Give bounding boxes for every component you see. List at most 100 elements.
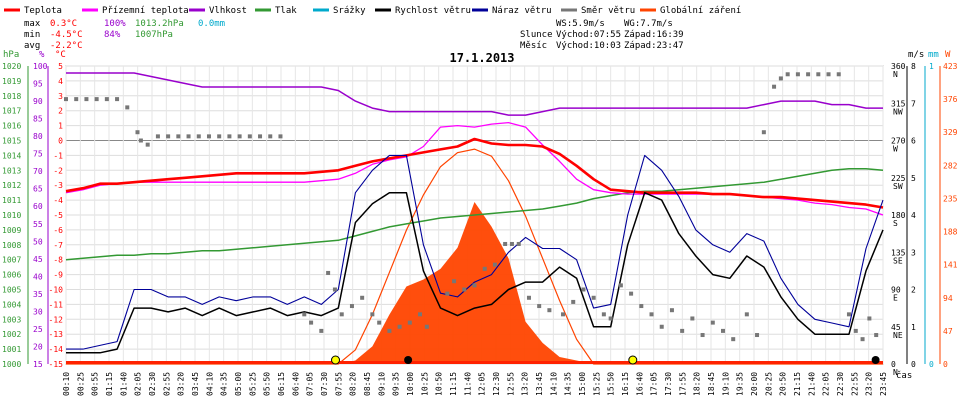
svg-text:Teplota: Teplota — [24, 6, 62, 16]
x-tick: 18:45 — [707, 372, 716, 396]
left-axes: 1020101910181017101610151014101310121011… — [2, 62, 63, 369]
hum-tick: 20 — [33, 342, 43, 351]
wind-dir-point — [452, 279, 457, 284]
temp-tick: 2 — [58, 107, 63, 116]
x-tick: 14:35 — [564, 372, 573, 396]
wind-dir-point — [339, 312, 344, 317]
radiation-layer — [66, 148, 883, 365]
x-tick: 18:20 — [693, 372, 702, 396]
wind-dir-point — [332, 287, 337, 292]
stats-avg-label: avg — [24, 41, 40, 51]
dir-tick: 360 — [891, 62, 906, 71]
wind-direction-layer — [64, 72, 879, 342]
x-tick: 05:00 — [234, 372, 243, 396]
wind-dir-point — [445, 291, 450, 296]
dir-tick: 315 — [891, 99, 906, 108]
hum-tick: 90 — [33, 97, 43, 106]
radiation-baseline — [66, 361, 883, 364]
x-tick: 15:25 — [592, 372, 601, 396]
x-tick: 13:45 — [535, 372, 544, 396]
x-tick: 01:15 — [105, 372, 114, 396]
x-tick: 12:30 — [492, 372, 501, 396]
hpa-tick: 1013 — [2, 166, 21, 175]
wind-dir-point — [571, 299, 576, 304]
hum-tick: 70 — [33, 167, 43, 176]
hpa-tick: 1016 — [2, 122, 21, 131]
stats-max-temp: 0.3°C — [50, 19, 77, 29]
moon-set: Západ:23:47 — [624, 41, 684, 51]
series-layer — [65, 72, 884, 354]
x-tick: 20:25 — [764, 372, 773, 396]
wind-dir-point — [418, 312, 423, 317]
x-tick: 07:05 — [306, 372, 315, 396]
wind-dir-point — [874, 333, 879, 338]
hpa-tick: 1006 — [2, 271, 21, 280]
time-unit: čas — [896, 370, 912, 381]
wind-dir-point — [492, 262, 497, 267]
dir-tick-label: W — [893, 145, 898, 154]
stats-min-press: 1007hPa — [135, 30, 173, 40]
wind-dir-point — [700, 333, 705, 338]
wind-dir-point — [302, 312, 307, 317]
dir-tick: 90 — [891, 286, 901, 295]
wind-dir-point — [360, 295, 365, 300]
temp-tick: 1 — [58, 122, 63, 131]
x-tick: 11:40 — [463, 372, 472, 396]
wind-dir-point — [537, 304, 542, 309]
x-tick: 11:15 — [449, 372, 458, 396]
sun-rise: Východ:07:55 — [556, 30, 621, 40]
hpa-tick: 1019 — [2, 77, 21, 86]
svg-text:Vlhkost: Vlhkost — [209, 6, 247, 16]
wind-dir-point — [867, 316, 872, 321]
stats-min-hum: 84% — [104, 30, 121, 40]
hum-tick: 60 — [33, 202, 43, 211]
x-tick: 07:30 — [320, 372, 329, 396]
x-tick: 06:40 — [291, 372, 300, 396]
wind-tick: 4 — [911, 211, 916, 220]
x-tick: 02:55 — [162, 372, 171, 396]
x-tick: 06:15 — [277, 372, 286, 396]
stats-min-label: min — [24, 30, 40, 40]
x-tick: 00:25 — [76, 372, 85, 396]
wind-dir-point — [247, 134, 252, 139]
hpa-tick: 1017 — [2, 107, 21, 116]
wind-tick: 7 — [911, 99, 916, 108]
legend-item-srazky: Srážky — [313, 6, 366, 16]
wind-dir-point — [462, 287, 467, 292]
x-tick: 05:25 — [248, 372, 257, 396]
wind-dir-point — [826, 72, 831, 77]
temp-tick: -15 — [49, 360, 64, 369]
rad-tick: 235 — [943, 194, 958, 203]
temp-tick: -2 — [53, 166, 63, 175]
x-tick: 15:50 — [607, 372, 616, 396]
wind-dir-point — [778, 76, 783, 81]
wind-dir-point — [649, 312, 654, 317]
svg-text:Rychlost větru: Rychlost větru — [395, 6, 471, 16]
x-tick: 08:20 — [349, 372, 358, 396]
rad-tick: 0 — [943, 360, 948, 369]
wind-dir-point — [166, 134, 171, 139]
temp-tick: -4 — [53, 196, 63, 205]
wind-dir-point — [629, 291, 634, 296]
wind-dir-point — [472, 283, 477, 288]
series-line-teplota — [65, 137, 884, 209]
dir-tick-label: S — [893, 219, 898, 228]
rain-tick: 1 — [929, 62, 934, 71]
wind-dir-point — [608, 316, 613, 321]
hum-tick: 40 — [33, 272, 43, 281]
x-tick: 19:10 — [721, 372, 730, 396]
x-tick: 12:05 — [478, 372, 487, 396]
hpa-tick: 1018 — [2, 92, 21, 101]
temp-tick: -3 — [53, 181, 63, 190]
x-tick: 19:35 — [736, 372, 745, 396]
rad-tick: 141 — [943, 261, 958, 270]
legend-item-naraz-vetru: Náraz větru — [472, 6, 552, 16]
axis-units: hPa % °C m/s mm W čas — [3, 50, 951, 381]
x-tick: 04:35 — [220, 372, 229, 396]
wind-dir-point — [591, 295, 596, 300]
hpa-tick: 1011 — [2, 196, 21, 205]
stats-avg-temp: -2.2°C — [50, 41, 83, 51]
hum-tick: 75 — [33, 150, 43, 159]
